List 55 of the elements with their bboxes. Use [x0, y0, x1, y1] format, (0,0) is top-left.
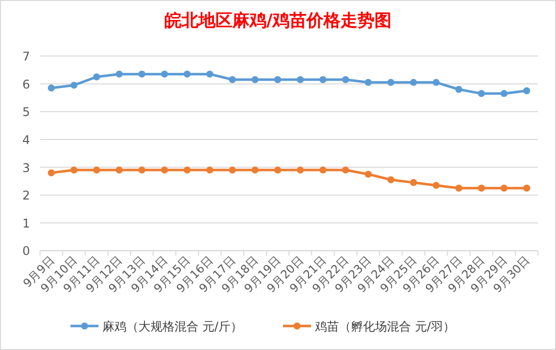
y-tick-label: 2 [22, 188, 30, 203]
point [184, 70, 191, 78]
point [342, 166, 350, 174]
point [70, 166, 78, 174]
point [184, 166, 191, 174]
point [93, 73, 100, 80]
point [500, 90, 508, 98]
point [116, 70, 123, 78]
y-tick-label: 0 [22, 244, 30, 258]
point [161, 70, 168, 78]
y-tick-label: 4 [22, 132, 30, 147]
point [138, 70, 146, 78]
point [116, 166, 123, 174]
legend-label: 鸡苗（孵化场混合 元/羽） [314, 320, 455, 334]
y-tick-label: 7 [22, 50, 30, 64]
y-tick-label: 6 [22, 77, 30, 92]
point [523, 87, 530, 94]
point [364, 78, 372, 86]
point [274, 76, 282, 84]
point [410, 78, 417, 86]
point [138, 166, 146, 174]
y-tick-label: 5 [22, 105, 30, 120]
point [252, 166, 259, 174]
point [161, 166, 168, 174]
point [70, 82, 78, 89]
point [296, 76, 304, 84]
chart-title: 皖北地区麻鸡/鸡苗价格走势图 [164, 11, 392, 31]
point [48, 169, 55, 176]
point [274, 166, 282, 174]
point [478, 90, 485, 98]
point [252, 76, 259, 84]
point [364, 170, 372, 178]
point [342, 76, 350, 84]
point [410, 179, 417, 186]
legend-label: 麻鸡（大规格混合 元/斤） [102, 320, 242, 334]
point [387, 176, 394, 184]
y-tick-label: 1 [22, 216, 30, 230]
point [455, 86, 462, 93]
point [296, 166, 304, 174]
point [387, 78, 394, 86]
point [455, 184, 462, 192]
point [500, 184, 508, 192]
point [319, 76, 326, 84]
point [228, 166, 236, 174]
point [478, 184, 485, 192]
y-tick-label: 3 [22, 160, 30, 175]
point [319, 166, 326, 174]
point [432, 182, 440, 189]
point [206, 70, 214, 78]
point [228, 76, 236, 84]
point [48, 84, 55, 92]
point [93, 166, 100, 174]
point [206, 166, 214, 174]
point [523, 184, 530, 192]
point [432, 78, 440, 86]
